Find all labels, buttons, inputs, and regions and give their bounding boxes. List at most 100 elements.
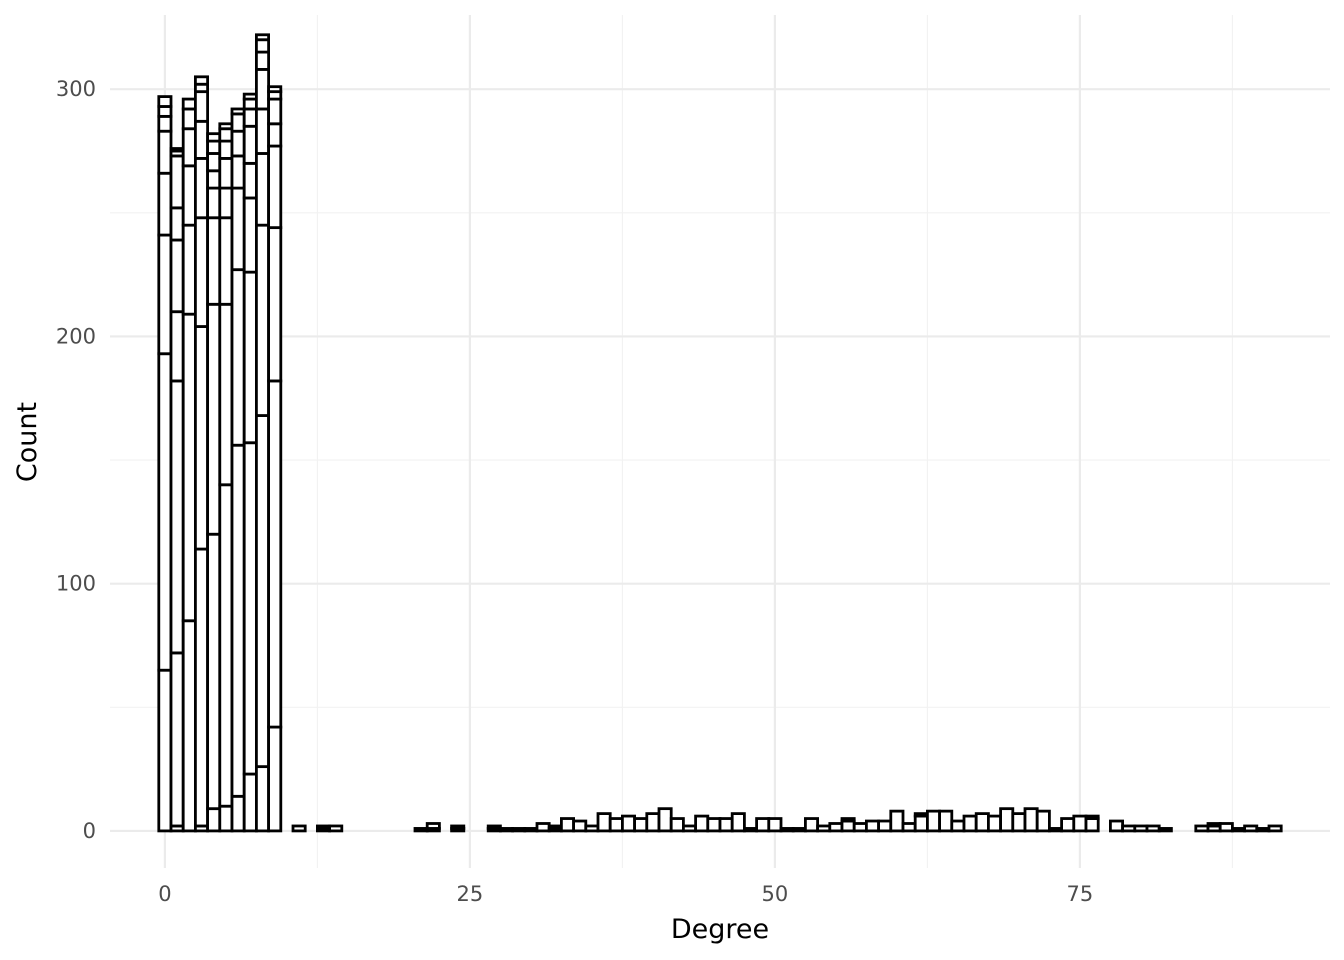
histogram-bar-segment [450,824,466,830]
histogram-bar-segment [1133,824,1149,833]
histogram-bar-segment [193,119,209,160]
y-axis-ticks: 0 100 200 300 [56,77,96,843]
x-tick-label: 50 [762,882,789,906]
histogram-bar-segment [242,270,258,445]
histogram-bars [157,33,1283,833]
histogram-bar-segment [718,817,734,833]
histogram-bar-segment [254,223,270,417]
histogram-bar-segment [218,127,234,143]
histogram-bar-segment [169,310,185,383]
histogram-bar-segment [1255,827,1271,833]
histogram-bar-segment [193,216,209,328]
histogram-bar-segment [1060,817,1076,833]
histogram-bar-segment [779,827,795,833]
histogram-bar-segment [218,483,234,808]
histogram-bar-segment [816,824,832,833]
histogram-bar-segment [1023,807,1039,833]
histogram-bar-segment [242,97,258,111]
histogram-bar-segment [974,812,990,833]
histogram-bar-segment [706,817,722,833]
histogram-bar-segment [242,772,258,833]
histogram-bar-segment [169,206,185,242]
histogram-bar-segment [889,809,905,833]
histogram-bar-segment [181,223,197,316]
histogram-bar-segment [169,154,185,210]
histogram-bar-segment [206,216,222,306]
histogram-bar-segment [267,725,283,833]
histogram-bar-segment [230,112,246,133]
x-tick-label: 75 [1067,882,1094,906]
histogram-bar-segment [1084,817,1100,833]
histogram-bar-segment [523,827,539,833]
histogram-bar-segment [254,107,270,155]
histogram-bar-segment [1267,824,1283,833]
histogram-bar-segment [315,824,331,830]
y-tick-label: 0 [83,819,96,843]
y-tick-label: 100 [56,572,96,596]
histogram-bar-segment [218,186,234,220]
histogram-bar-segment [206,152,222,173]
histogram-bar-segment [1048,827,1064,833]
histogram-bar-segment [181,619,197,833]
histogram-bar-segment [230,107,246,116]
histogram-bar-segment [206,139,222,155]
histogram-bar-segment [1218,822,1234,833]
histogram-bar-segment [193,90,209,123]
y-tick-label: 300 [56,77,96,101]
histogram-bar-segment [560,817,576,833]
histogram-bar-segment [218,122,234,131]
histogram-bar-segment [218,302,234,487]
histogram-bar-segment [181,127,197,168]
histogram-bar-segment [230,154,246,190]
histogram-bar-segment [230,794,246,833]
histogram-bar-segment [267,122,283,148]
histogram-bar-segment [840,819,856,833]
histogram-bar-segment [206,169,222,190]
histogram-bar-segment [230,443,246,798]
histogram-bar-segment [999,807,1015,833]
histogram-bar-segment [572,819,588,833]
histogram-bar-segment [498,827,514,833]
histogram-bar-segment [181,164,197,227]
histogram-bar-segment [169,651,185,828]
histogram-bar-segment [596,812,612,833]
histogram-bar-segment [181,107,197,131]
histogram-bar-segment [962,814,978,833]
histogram-bar-segment [267,144,283,230]
histogram-bar-segment [267,226,283,383]
histogram-bar-segment [157,129,173,175]
histogram-bar-segment [1035,809,1051,833]
histogram-bar-segment [206,532,222,811]
x-tick-label: 25 [457,882,484,906]
histogram-bar-segment [230,268,246,447]
histogram-bar-segment [633,817,649,833]
histogram-bar-segment [193,157,209,220]
histogram-bar-segment [157,105,173,118]
histogram-bar-segment [865,819,881,833]
histogram-bar-segment [157,95,173,108]
grid-lines [110,15,1330,868]
histogram-bar-segment [791,827,807,833]
histogram-bar-segment [828,822,844,833]
histogram-bar-segment [291,824,307,833]
histogram-bar-segment [242,124,258,165]
histogram-bar-segment [669,817,685,833]
histogram-bar-segment [181,312,197,623]
histogram-bar-segment [157,668,173,833]
histogram-bar-segment [242,196,258,274]
histogram-bar-segment [242,107,258,128]
histogram-bar-segment [425,822,441,830]
histogram-bar-segment [169,147,185,153]
histogram-bar-segment [1231,827,1247,833]
histogram-bar-segment [901,822,917,833]
histogram-bar-segment [755,817,771,833]
histogram-bar-segment [267,379,283,729]
histogram-bar-segment [682,824,698,833]
histogram-bar-segment [1072,814,1088,833]
histogram-bar-segment [486,824,502,830]
histogram-bar-segment [1194,824,1210,833]
histogram-bar-segment [218,804,234,833]
histogram-bar-segment [206,302,222,536]
histogram-bar-segment [254,152,270,227]
